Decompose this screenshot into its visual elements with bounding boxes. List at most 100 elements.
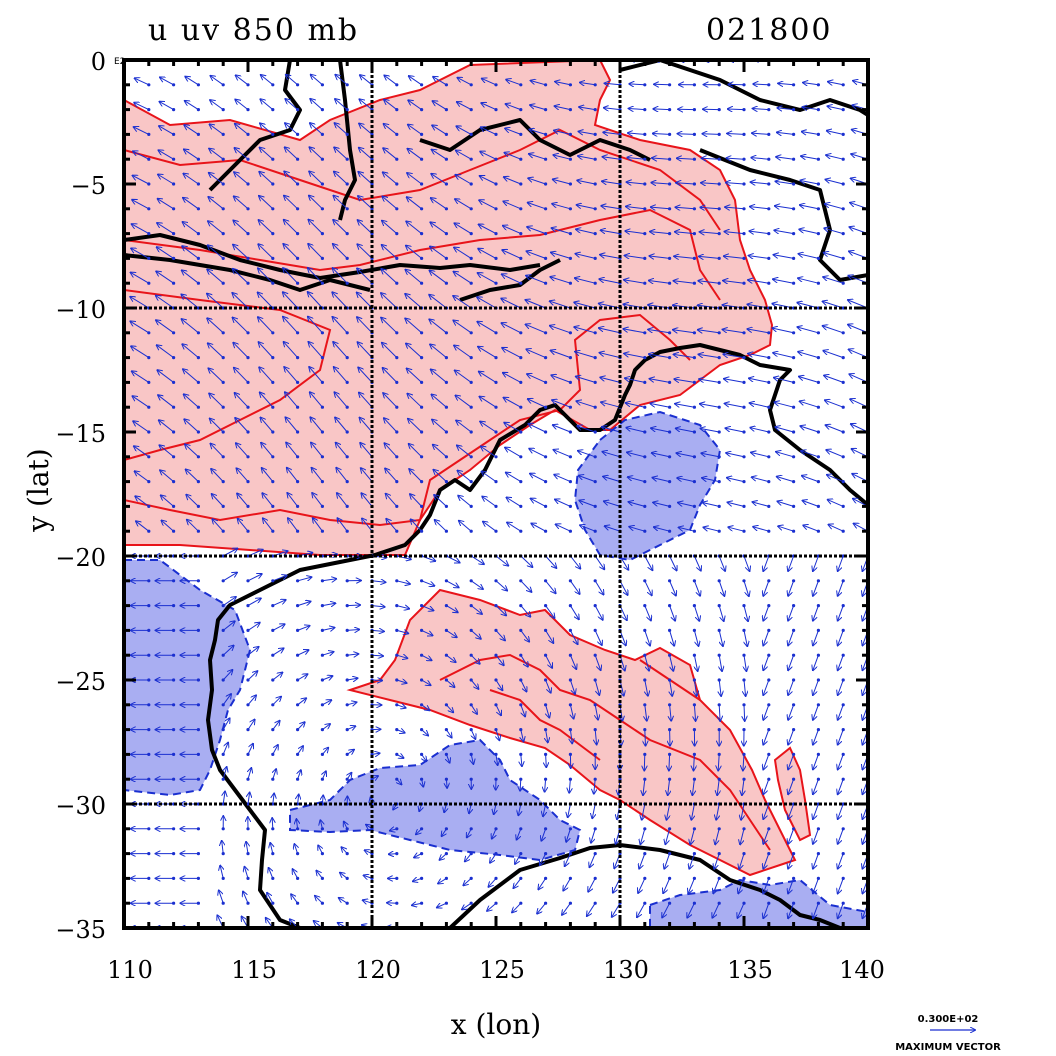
- wind-vector: [569, 655, 576, 669]
- vector-origin-dot: [246, 802, 250, 806]
- wind-vector: [162, 521, 174, 532]
- vector-origin-dot: [395, 827, 399, 831]
- wind-vector: [124, 109, 125, 110]
- wind-vector: [662, 902, 671, 917]
- wind-vector: [604, 501, 621, 507]
- vector-origin-dot: [444, 331, 448, 335]
- vector-origin-dot: [742, 876, 746, 881]
- vector-origin-dot: [320, 182, 324, 186]
- wind-vector: [690, 828, 695, 845]
- wind-vector: [184, 125, 199, 135]
- wind-vector: [828, 82, 844, 85]
- wind-vector: [260, 393, 274, 408]
- wind-vector: [477, 322, 497, 334]
- vector-origin-dot: [593, 380, 597, 384]
- wind-vector: [335, 392, 348, 408]
- wind-vector: [867, 927, 868, 928]
- wind-vector: [220, 866, 223, 879]
- wind-vector: [502, 250, 522, 259]
- vector-origin-dot: [692, 529, 697, 533]
- vector-origin-dot: [668, 281, 672, 285]
- wind-vector: [130, 321, 150, 334]
- vector-origin-dot: [767, 430, 771, 434]
- vector-origin-dot: [519, 628, 523, 633]
- wind-vector: [740, 828, 745, 845]
- vector-origin-dot: [792, 405, 796, 409]
- wind-vector: [813, 853, 819, 869]
- vector-origin-dot: [816, 901, 821, 905]
- vector-origin-dot: [668, 331, 672, 335]
- vector-origin-dot: [568, 604, 573, 608]
- vector-origin-dot: [494, 108, 498, 112]
- wind-vector: [407, 369, 422, 383]
- vector-origin-dot: [444, 380, 448, 384]
- vector-origin-dot: [544, 480, 548, 484]
- vector-origin-dot: [172, 405, 176, 409]
- vector-origin-dot: [444, 405, 448, 409]
- vector-origin-dot: [444, 232, 448, 236]
- vector-origin-dot: [519, 157, 523, 161]
- wind-vector: [482, 497, 497, 507]
- vector-origin-dot: [643, 752, 647, 757]
- wind-vector: [183, 174, 199, 185]
- vector-origin-dot: [816, 108, 821, 112]
- wind-vector: [799, 254, 819, 259]
- vector-origin-dot: [172, 83, 176, 87]
- wind-vector: [312, 468, 323, 482]
- vector-origin-dot: [692, 331, 697, 335]
- wind-vector: [159, 126, 174, 135]
- vector-origin-dot: [816, 207, 821, 211]
- vector-origin-dot: [420, 876, 424, 881]
- wind-vector: [371, 655, 383, 656]
- wind-vector: [625, 231, 645, 234]
- wind-vector: [748, 280, 769, 283]
- wind-vector: [788, 803, 795, 819]
- vector-origin-dot: [444, 703, 448, 707]
- vector-origin-dot: [296, 232, 300, 236]
- vector-origin-dot: [692, 777, 697, 781]
- vector-origin-dot: [196, 430, 200, 434]
- wind-vector: [396, 556, 411, 559]
- wind-vector: [546, 754, 547, 767]
- wind-vector: [772, 328, 794, 334]
- wind-vector: [679, 527, 695, 532]
- vector-origin-dot: [841, 852, 845, 856]
- vector-origin-dot: [444, 207, 448, 211]
- wind-vector: [763, 803, 770, 819]
- wind-vector: [527, 374, 546, 383]
- vector-origin-dot: [544, 182, 548, 186]
- vector-origin-dot: [792, 529, 796, 533]
- wind-vector: [410, 494, 422, 507]
- vector-origin-dot: [345, 108, 349, 112]
- vector-origin-dot: [544, 157, 548, 161]
- wind-vector: [322, 579, 336, 581]
- wind-vector: [429, 319, 447, 334]
- wind-vector: [595, 704, 598, 720]
- vector-origin-dot: [494, 728, 498, 732]
- vector-origin-dot: [221, 306, 225, 310]
- wind-vector: [248, 768, 251, 780]
- wind-vector: [396, 630, 408, 633]
- vector-origin-dot: [221, 876, 225, 881]
- wind-vector: [643, 779, 645, 795]
- wind-vector: [183, 369, 199, 383]
- vector-origin-dot: [742, 752, 746, 757]
- vector-origin-dot: [221, 232, 225, 236]
- wind-vector: [245, 867, 249, 879]
- vector-origin-dot: [519, 405, 523, 409]
- vector-origin-dot: [395, 380, 399, 384]
- vector-origin-dot: [668, 728, 672, 732]
- wind-vector: [272, 576, 287, 582]
- wind-vector: [700, 232, 720, 234]
- wind-vector: [134, 446, 150, 458]
- wind-vector: [381, 269, 398, 284]
- vector-origin-dot: [544, 852, 548, 856]
- vector-origin-dot: [668, 108, 672, 112]
- negative-region-center: [573, 410, 722, 562]
- coast-island2: [459, 258, 561, 302]
- vector-origin-dot: [593, 455, 597, 459]
- wind-vector: [725, 404, 745, 408]
- wind-vector: [235, 100, 249, 110]
- wind-vector: [347, 678, 357, 680]
- vector-origin-dot: [767, 752, 771, 757]
